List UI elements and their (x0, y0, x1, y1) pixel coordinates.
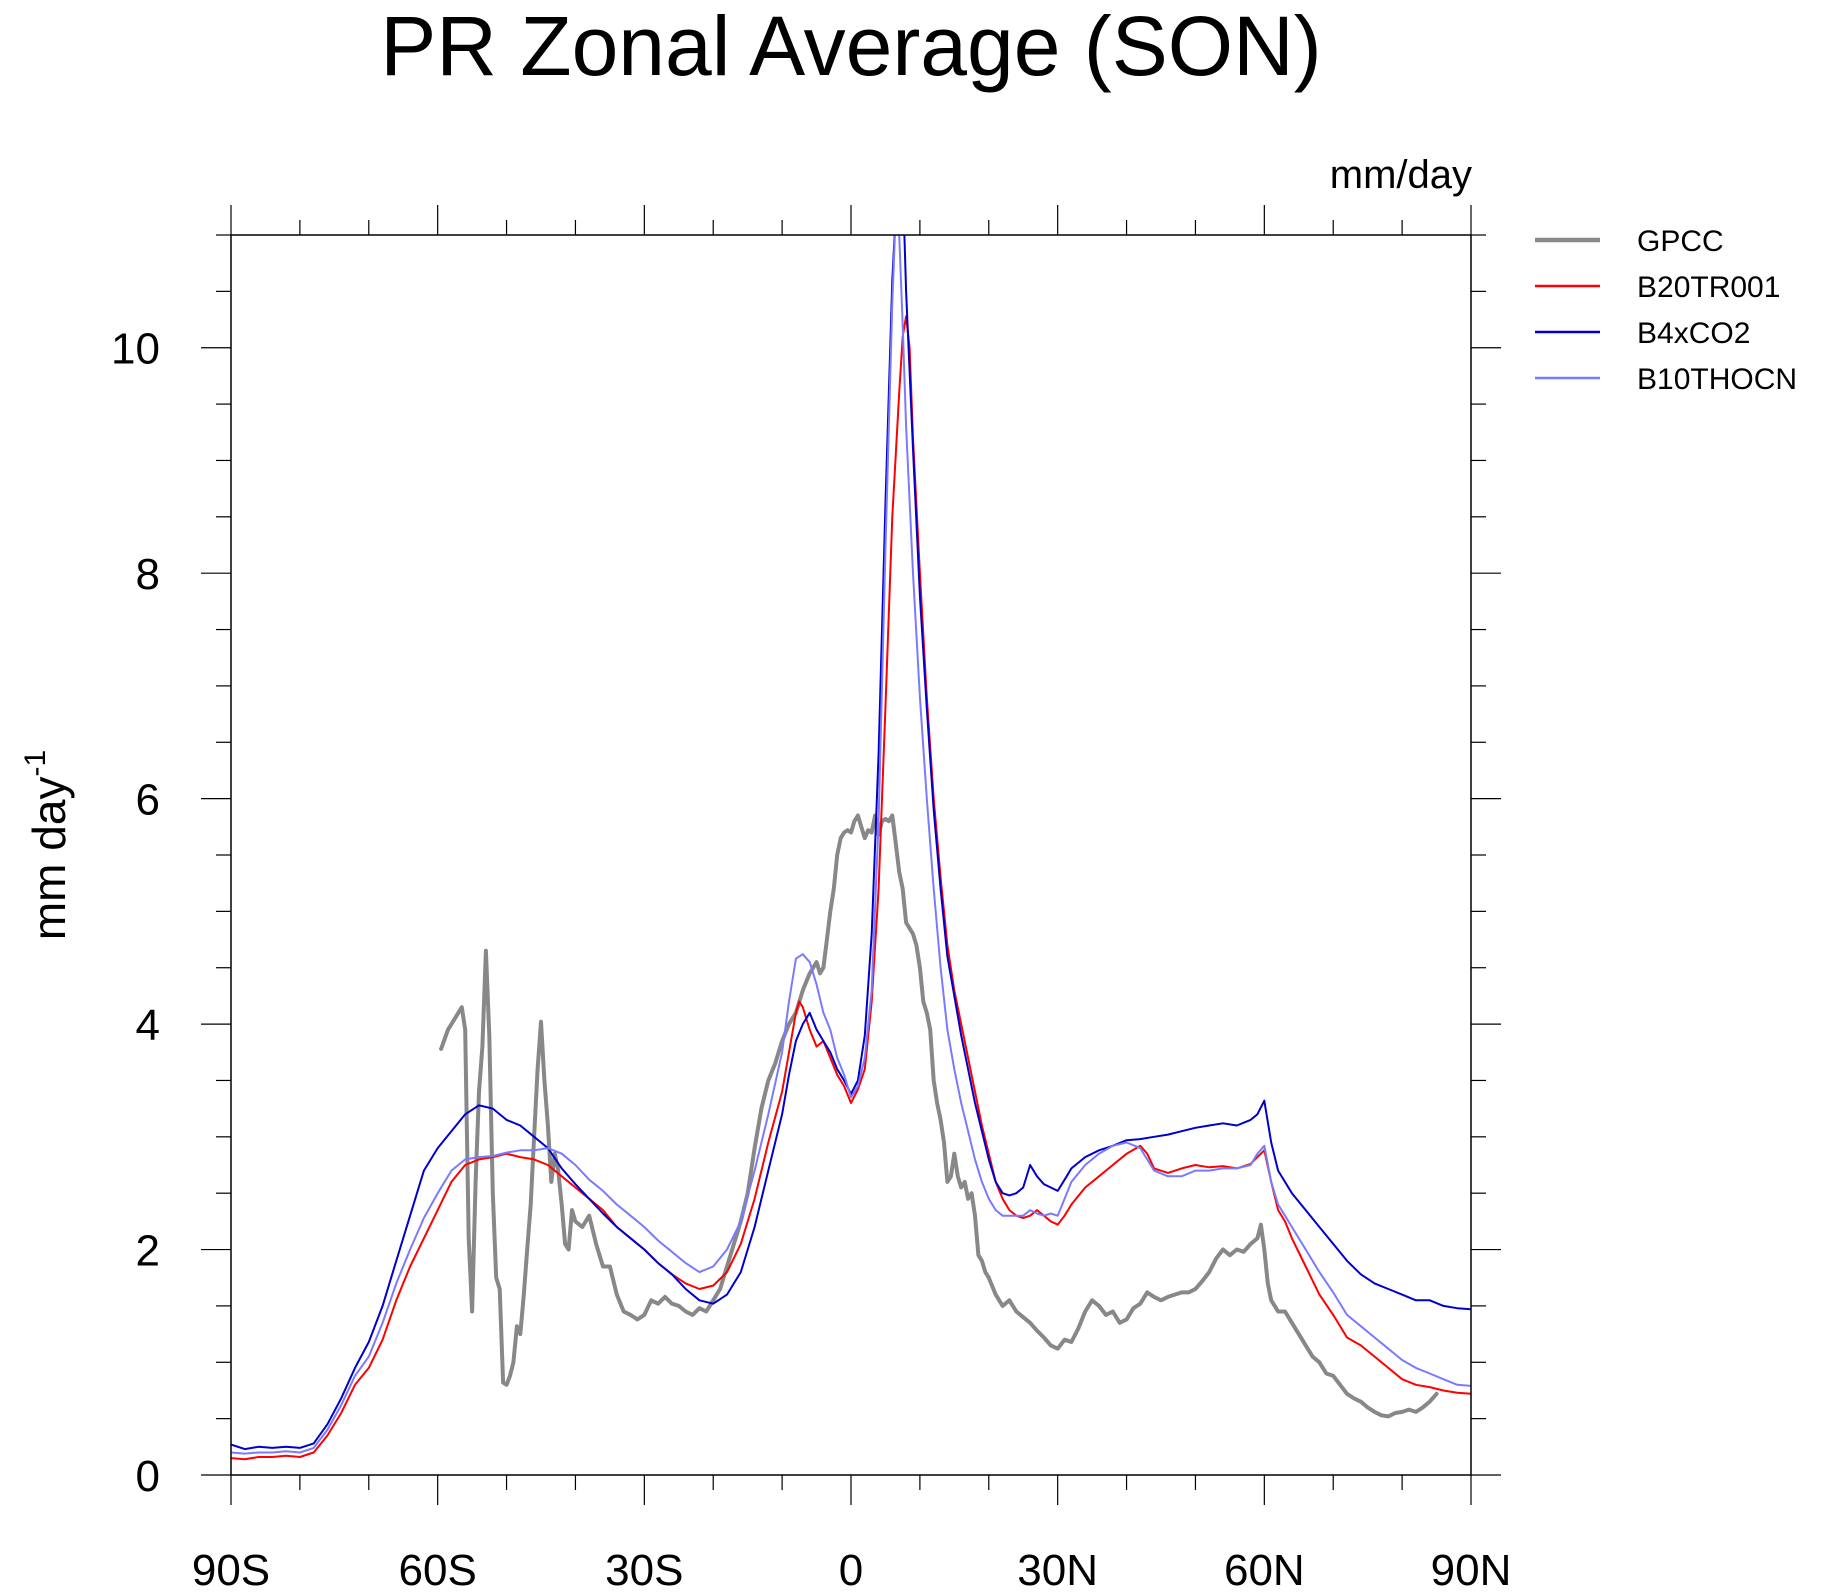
y-axis-title-text: mm day (23, 777, 75, 941)
x-tick-label: 60N (1224, 1546, 1305, 1595)
series-line-b4xco2 (231, 235, 1471, 1451)
tick-labels: 90S 60S 30S 0 30N 60N 90N 0 2 4 6 8 10 (111, 325, 1511, 1595)
y-tick-label: 8 (136, 550, 160, 599)
x-tick-label: 60S (399, 1546, 477, 1595)
x-tick-label: 30N (1017, 1546, 1098, 1595)
series-line-b20tr001 (231, 315, 1471, 1461)
x-tick-label: 30S (605, 1546, 683, 1595)
axis-ticks (201, 205, 1501, 1505)
legend: GPCC B20TR001 B4xCO2 B10THOCN (1535, 225, 1797, 396)
x-tick-label: 90N (1431, 1546, 1512, 1595)
y-axis-title: mm day-1 (19, 750, 75, 940)
chart-title: PR Zonal Average (SON) (380, 0, 1322, 93)
plot-frame (230, 234, 1472, 1476)
series-layer (231, 235, 1471, 1461)
y-tick-label: 6 (136, 776, 160, 825)
y-tick-label: 10 (111, 325, 160, 374)
y-tick-label: 2 (136, 1227, 160, 1276)
legend-label-b10thocn: B10THOCN (1637, 363, 1797, 396)
x-tick-label: 90S (192, 1546, 270, 1595)
y-tick-label: 4 (136, 1001, 160, 1050)
y-tick-label: 0 (136, 1452, 160, 1501)
series-line-gpcc (439, 813, 1439, 1419)
x-tick-label: 0 (839, 1546, 863, 1595)
y-axis-title-superscript: -1 (19, 750, 52, 777)
units-label: mm/day (1330, 153, 1472, 197)
legend-label-b4xco2: B4xCO2 (1637, 317, 1750, 350)
series-line-b10thocn (231, 235, 1471, 1455)
legend-label-b20tr001: B20TR001 (1637, 271, 1780, 304)
legend-label-gpcc: GPCC (1637, 225, 1724, 258)
